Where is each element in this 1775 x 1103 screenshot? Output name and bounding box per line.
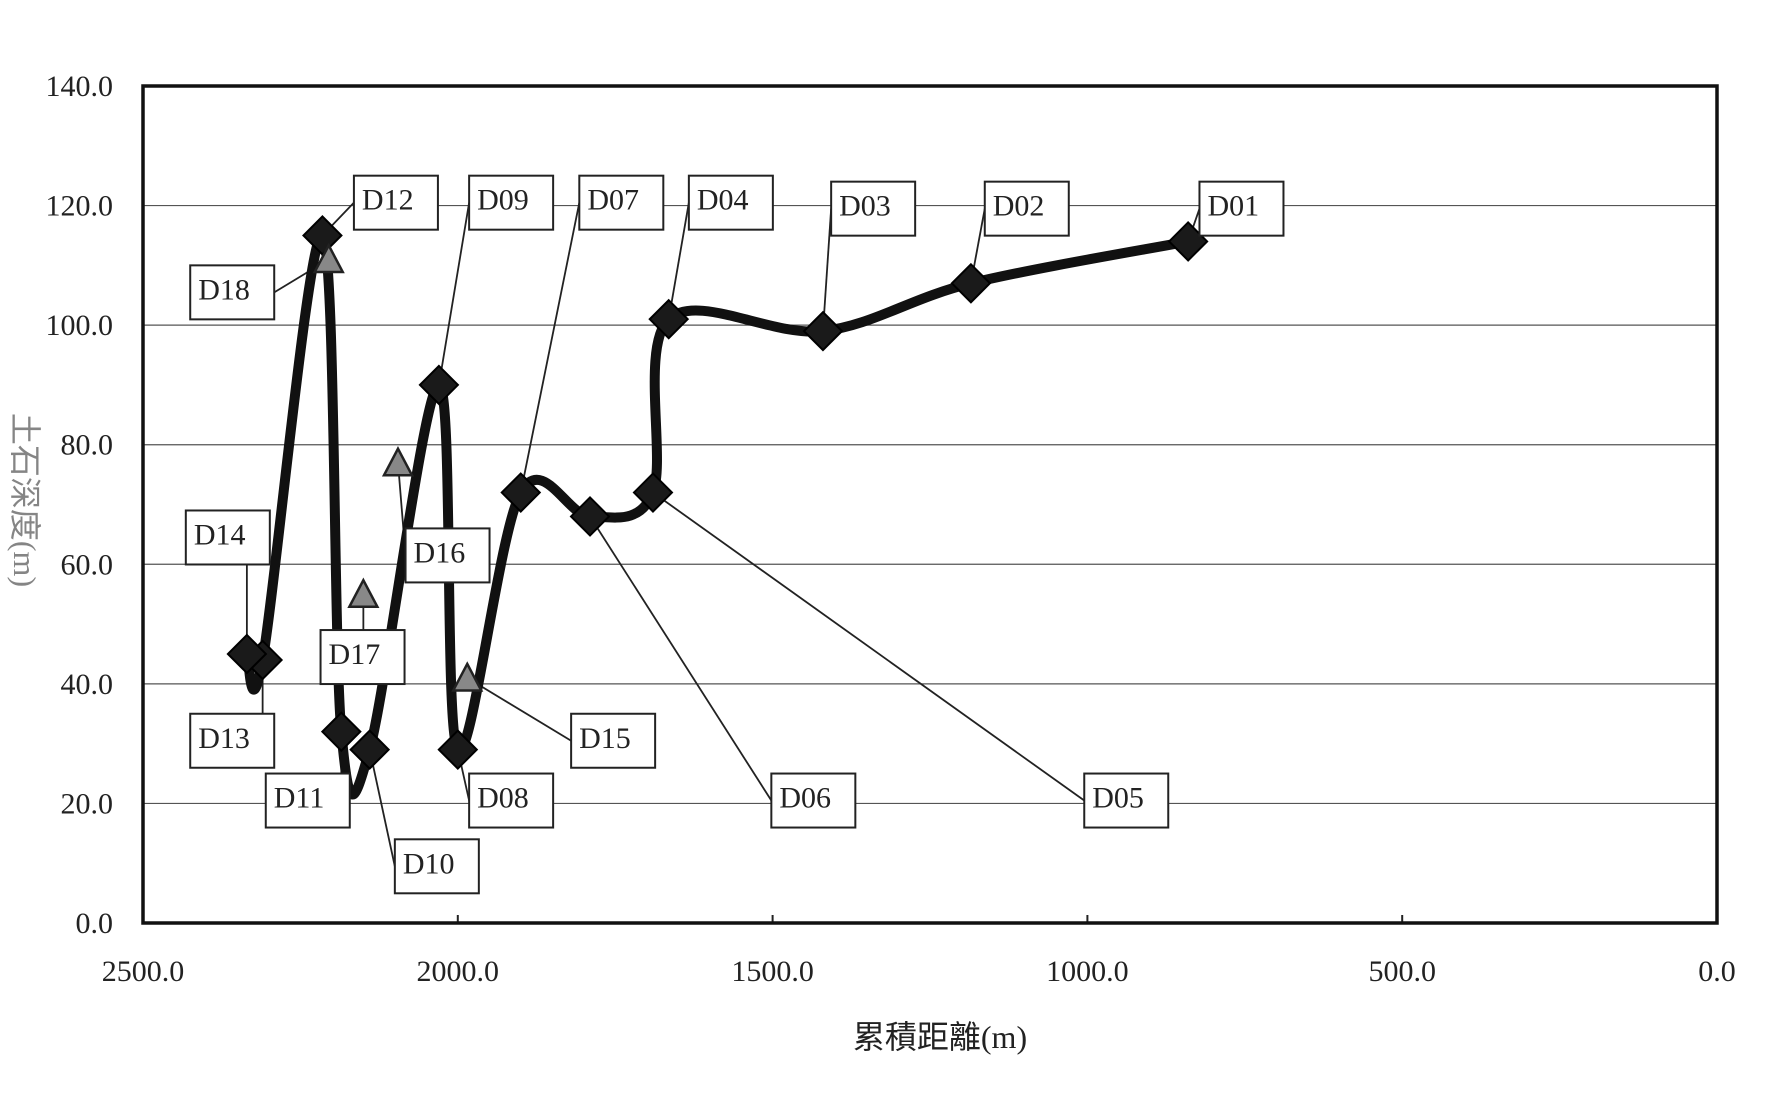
y-tick-label: 0.0 bbox=[76, 907, 114, 940]
marker-d06 bbox=[569, 496, 611, 537]
callout-label-d05: D05 bbox=[1092, 782, 1144, 815]
y-axis-title: 土石深度(m) bbox=[7, 413, 43, 587]
callout-label-d17: D17 bbox=[329, 638, 381, 671]
callout-box-d03 bbox=[830, 180, 917, 237]
callout-box-d11 bbox=[264, 772, 351, 829]
x-tick-label: 2500.0 bbox=[102, 955, 185, 988]
callout-label-d16: D16 bbox=[414, 536, 466, 569]
callout-box-d08 bbox=[468, 772, 555, 829]
y-tick-label: 100.0 bbox=[46, 309, 114, 342]
marker-d12 bbox=[302, 215, 343, 256]
y-tick-label: 40.0 bbox=[61, 668, 114, 701]
marker-d05 bbox=[632, 472, 674, 513]
callout-label-d03: D03 bbox=[839, 190, 891, 223]
callout-box-d02 bbox=[983, 180, 1070, 237]
callout-box-d07 bbox=[578, 174, 665, 231]
callout-label-d04: D04 bbox=[697, 184, 749, 217]
callout-box-d18 bbox=[189, 264, 276, 321]
callout-box-d06 bbox=[770, 772, 857, 829]
x-tick-label: 500.0 bbox=[1368, 955, 1436, 988]
y-tick-label: 80.0 bbox=[61, 429, 114, 462]
marker-d03 bbox=[802, 310, 844, 352]
callout-label-d11: D11 bbox=[274, 782, 325, 815]
y-tick-label: 140.0 bbox=[46, 70, 114, 103]
callout-box-d16 bbox=[404, 527, 491, 584]
y-tick-label: 60.0 bbox=[61, 548, 114, 581]
marker-d10 bbox=[349, 729, 391, 771]
marker-d08 bbox=[437, 729, 479, 771]
leader-d10 bbox=[368, 749, 396, 867]
marker-d02 bbox=[950, 262, 992, 304]
callout-label-d07: D07 bbox=[587, 184, 639, 217]
callout-box-d13 bbox=[189, 712, 276, 769]
marker-d15 bbox=[451, 661, 484, 692]
y-tick-label: 120.0 bbox=[46, 190, 114, 223]
marker-d16 bbox=[381, 445, 415, 477]
callout-label-d01: D01 bbox=[1207, 190, 1259, 223]
callout-box-d17 bbox=[319, 629, 406, 686]
leader-d07 bbox=[519, 202, 581, 493]
x-tick-label: 1000.0 bbox=[1046, 955, 1129, 988]
callout-label-d08: D08 bbox=[477, 782, 529, 815]
leader-d06 bbox=[589, 515, 773, 802]
marker-d14 bbox=[226, 633, 268, 675]
callout-label-d10: D10 bbox=[403, 847, 455, 880]
callout-label-d12: D12 bbox=[362, 184, 414, 217]
x-tick-label: 0.0 bbox=[1698, 955, 1736, 988]
leader-d15 bbox=[466, 677, 572, 742]
callout-box-d04 bbox=[687, 174, 774, 231]
marker-d11 bbox=[320, 711, 362, 753]
marker-d09 bbox=[418, 364, 460, 406]
x-axis-title: 累積距離(m) bbox=[853, 1019, 1027, 1055]
callout-label-d15: D15 bbox=[579, 722, 631, 755]
callout-box-d01 bbox=[1198, 180, 1285, 237]
callout-box-d10 bbox=[393, 838, 480, 895]
x-tick-label: 2000.0 bbox=[417, 955, 500, 988]
leader-d09 bbox=[438, 202, 471, 386]
plot-frame bbox=[141, 84, 1719, 925]
callout-box-d09 bbox=[468, 174, 555, 231]
leader-d05 bbox=[652, 491, 1085, 802]
leader-d04 bbox=[667, 202, 690, 320]
callout-box-d05 bbox=[1083, 772, 1170, 829]
marker-d17 bbox=[347, 577, 380, 609]
x-tick-label: 1500.0 bbox=[731, 955, 814, 988]
callout-box-d12 bbox=[352, 174, 439, 231]
callout-label-d09: D09 bbox=[477, 184, 529, 217]
callout-label-d18: D18 bbox=[198, 273, 250, 306]
callout-label-d02: D02 bbox=[993, 190, 1045, 223]
callout-box-d14 bbox=[184, 509, 271, 566]
marker-d04 bbox=[648, 298, 690, 340]
callout-label-d14: D14 bbox=[194, 518, 246, 551]
marker-d07 bbox=[500, 472, 542, 513]
callout-label-d06: D06 bbox=[779, 782, 831, 815]
callout-box-d15 bbox=[570, 712, 657, 769]
leader-d03 bbox=[822, 208, 833, 332]
y-tick-label: 20.0 bbox=[61, 787, 114, 820]
callout-label-d13: D13 bbox=[198, 722, 250, 755]
marker-d18 bbox=[312, 242, 345, 274]
